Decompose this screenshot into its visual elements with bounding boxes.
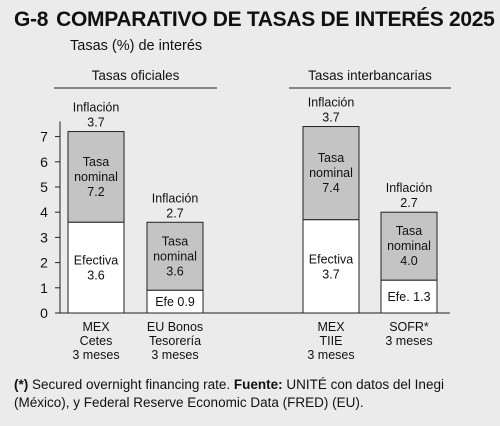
bar-segment-efectiva [380, 279, 438, 314]
chart-code: G-8 [14, 8, 49, 31]
category-label: MEX [317, 320, 345, 334]
bar-segment-nominal [302, 126, 360, 221]
inflation-value: 2.7 [400, 196, 417, 210]
footnote-source-label: Fuente: [233, 377, 283, 392]
footnote-marker: (*) [14, 377, 29, 392]
inflation-label: Inflación [73, 101, 120, 115]
y-tick-label: 3 [40, 229, 48, 245]
category-label: TIIE [320, 334, 343, 348]
nominal-label: Tasa [318, 151, 344, 165]
y-tick-label: 5 [40, 179, 48, 195]
category-label: Cetes [80, 334, 113, 348]
y-tick-label: 6 [40, 154, 48, 170]
efectiva-label: Efectiva [309, 252, 354, 266]
nominal-label: Tasa [162, 234, 188, 248]
inflation-value: 2.7 [166, 206, 183, 220]
y-tick-label: 4 [40, 204, 48, 220]
nominal-value: 4.0 [400, 254, 417, 268]
category-label: 3 meses [385, 334, 432, 348]
inflation-value: 3.7 [322, 111, 339, 125]
nominal-label: nominal [387, 239, 431, 253]
bar-segment-efectiva [302, 219, 360, 314]
y-tick-label: 0 [40, 305, 48, 321]
group-header: Tasas oficiales [92, 68, 180, 83]
y-tick-label: 1 [40, 280, 48, 296]
group-header: Tasas interbancarias [308, 68, 432, 83]
efectiva-label: Efectiva [74, 254, 119, 268]
category-label: SOFR* [389, 320, 429, 334]
nominal-label: Tasa [83, 155, 109, 169]
nominal-value: 7.4 [322, 181, 339, 195]
inflation-label: Inflación [152, 191, 199, 205]
category-label: Tesorería [149, 334, 201, 348]
category-label: 3 meses [72, 348, 119, 362]
category-label: 3 meses [307, 348, 354, 362]
efectiva-value: 3.6 [87, 269, 104, 283]
nominal-label: Tasa [396, 224, 422, 238]
chart-title-text: COMPARATIVO DE TASAS DE INTERÉS 2025 [56, 8, 495, 31]
nominal-value: 7.2 [87, 185, 104, 199]
nominal-label: nominal [153, 249, 197, 263]
category-label: MEX [82, 320, 110, 334]
inflation-label: Inflación [386, 181, 433, 195]
chart-subtitle: Tasas (%) de interés [70, 38, 203, 54]
footnote: (*) Secured overnight financing rate. Fu… [14, 376, 492, 412]
nominal-value: 3.6 [166, 264, 183, 278]
efectiva-label: Efe 0.9 [155, 295, 195, 309]
stacked-bar-chart: 0 1 2 3 4 5 6 7 Tasas oficiales Tasas interbancar… [40, 68, 451, 362]
footnote-text-1: Secured overnight financing rate. [28, 377, 234, 392]
nominal-label: nominal [309, 166, 353, 180]
efectiva-value: 3.7 [322, 267, 339, 281]
footnote-text-2: UNITÉ con datos del Inegi (México), y Fe… [14, 377, 444, 410]
y-tick-label: 7 [40, 129, 48, 145]
y-tick-label: 2 [40, 255, 48, 271]
inflation-value: 3.7 [87, 116, 104, 130]
category-label: 3 meses [151, 348, 198, 362]
efectiva-label: Efe. 1.3 [387, 290, 430, 304]
chart-title: G-8 COMPARATIVO DE TASAS DE INTERÉS 2025 [14, 8, 495, 32]
category-label: EU Bonos [147, 320, 203, 334]
inflation-label: Inflación [308, 96, 355, 110]
nominal-label: nominal [74, 170, 118, 184]
